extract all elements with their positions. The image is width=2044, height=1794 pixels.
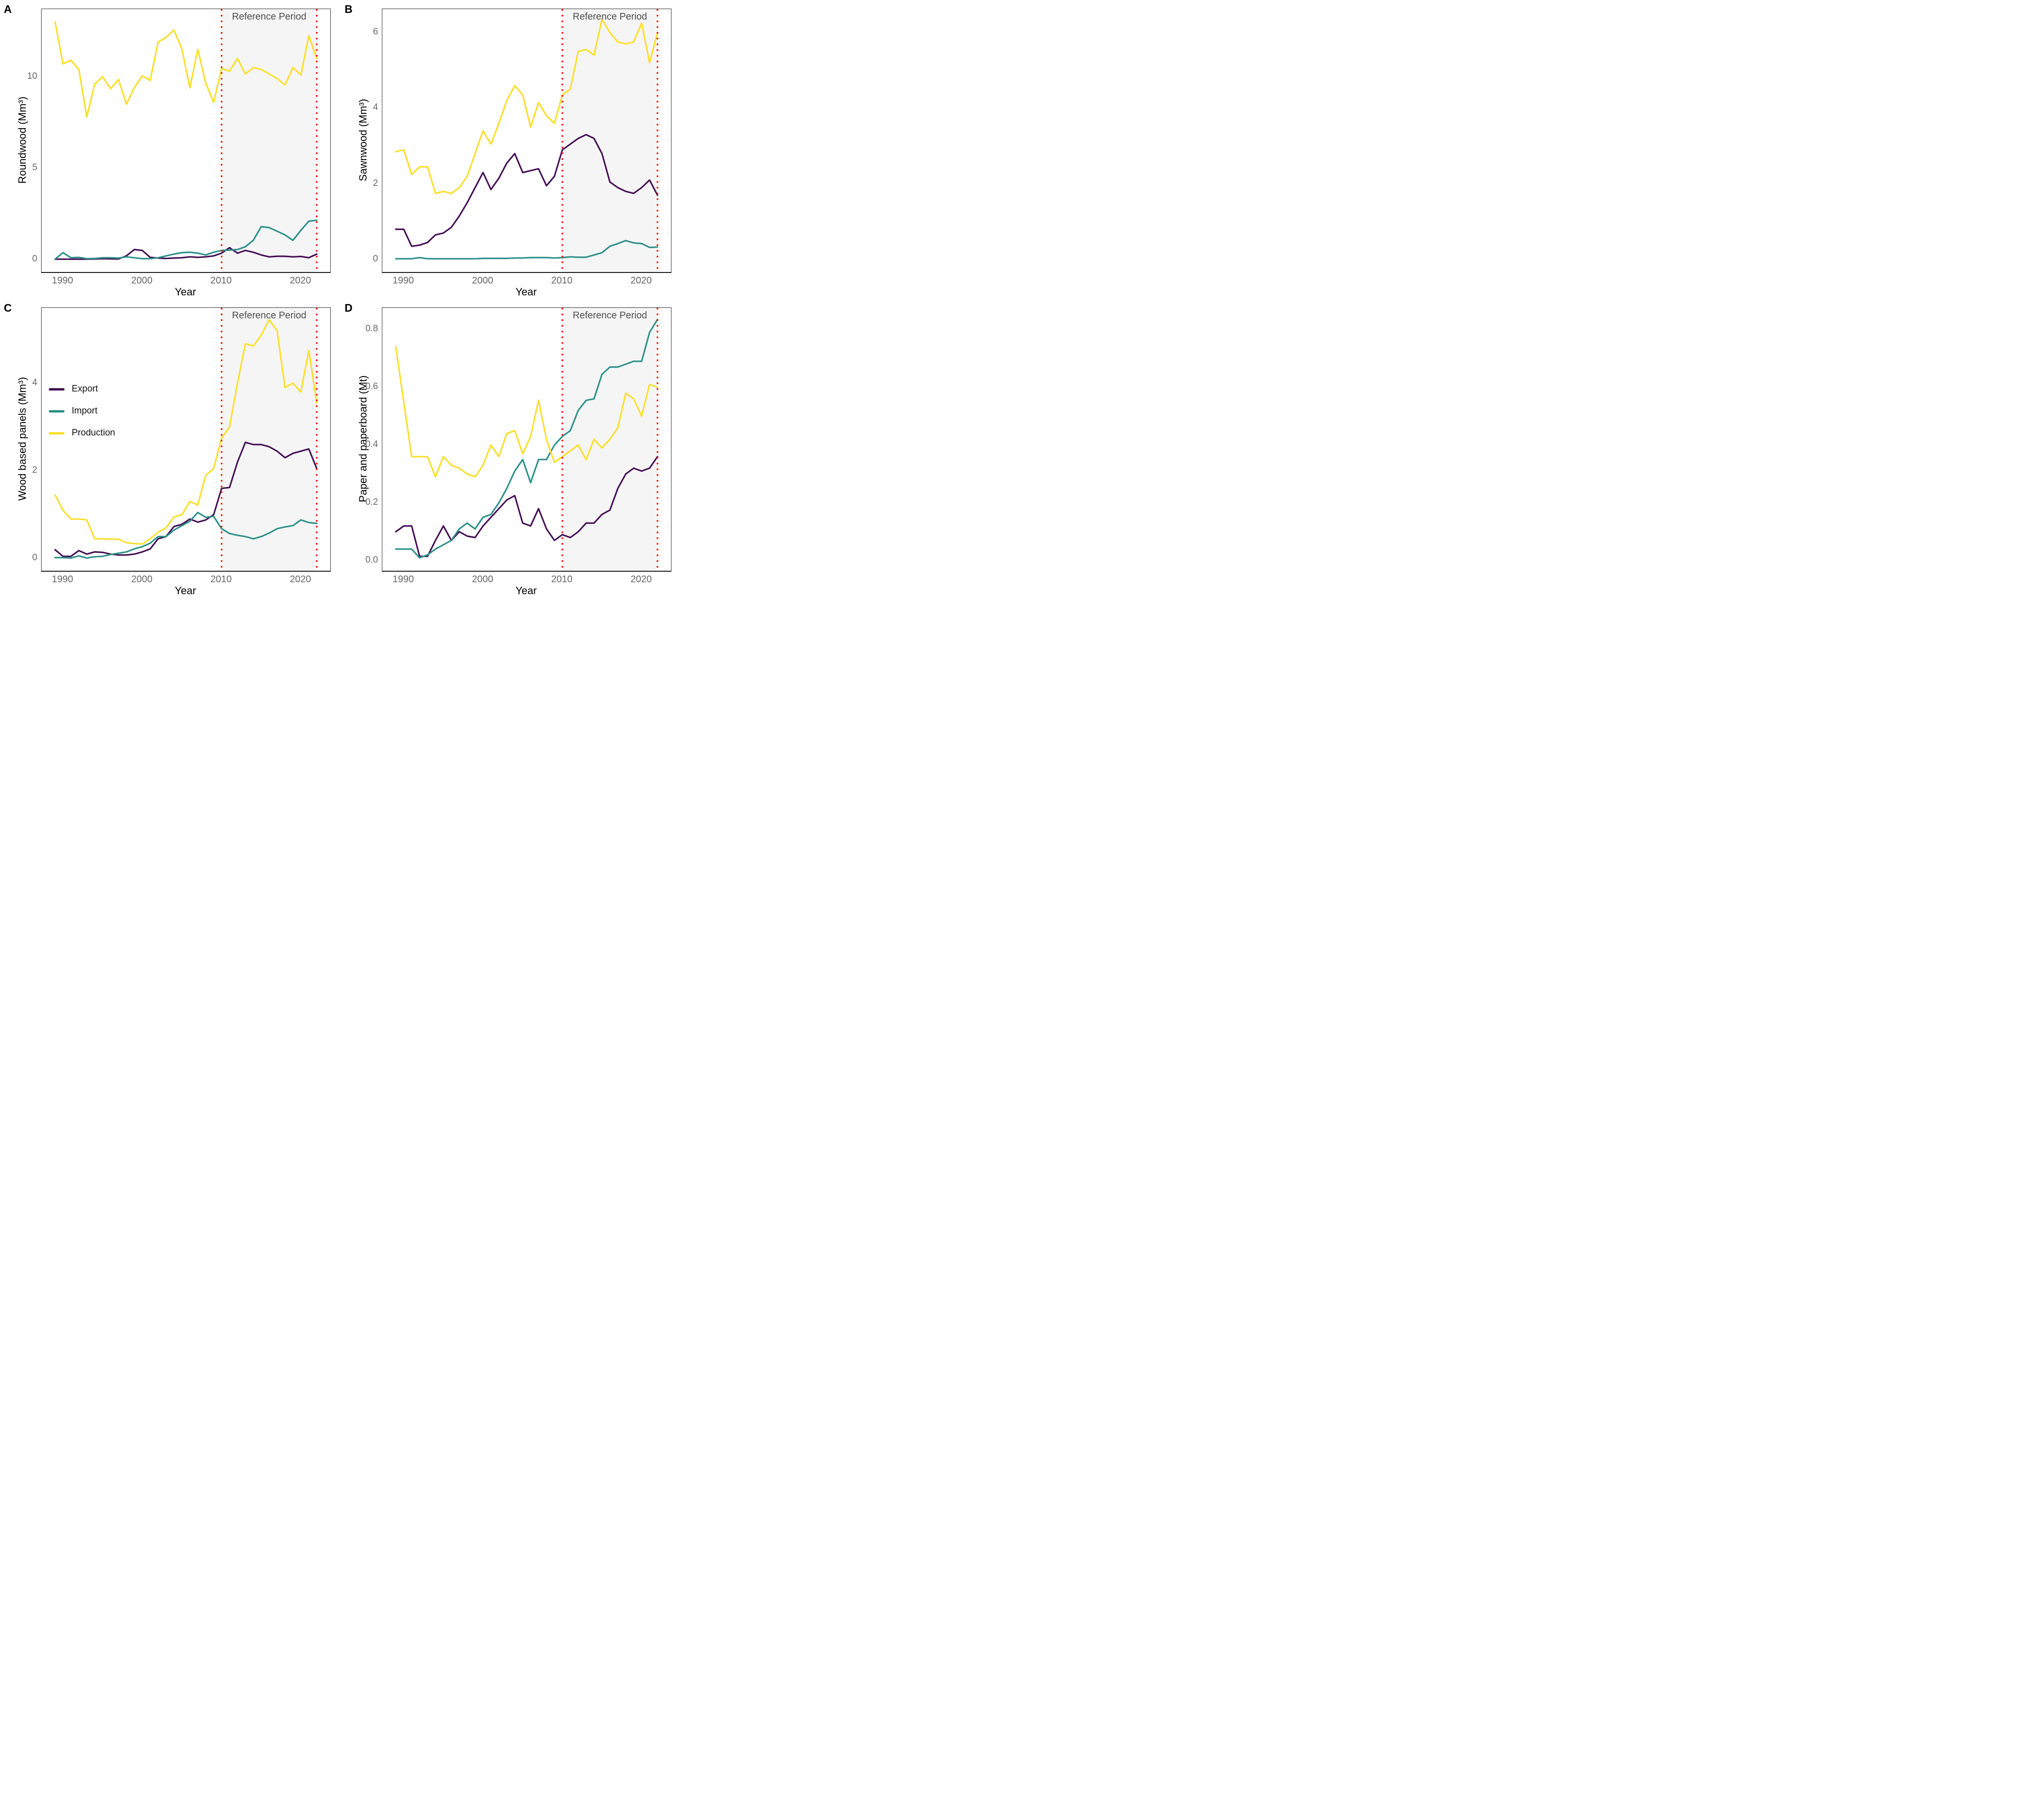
series-line-production — [54, 319, 318, 545]
legend: Export Import Production — [49, 383, 115, 449]
series-line-production — [395, 346, 659, 478]
y-tick-label: 4 — [32, 377, 37, 388]
reference-band — [221, 308, 317, 571]
series-line-import — [54, 219, 318, 260]
x-tick-label: 2000 — [472, 275, 493, 286]
plot-area-c: Reference Period Export Import Productio… — [41, 307, 331, 572]
x-tick-label: 2020 — [290, 574, 311, 585]
y-tick-label: 0.6 — [365, 381, 378, 392]
reference-band — [562, 9, 658, 272]
reference-period-label-b: Reference Period — [573, 11, 648, 22]
legend-swatch-import — [49, 410, 65, 413]
series-line-export — [395, 456, 659, 557]
x-axis-ticks-c: 1990 2000 2010 2020 — [41, 574, 330, 586]
x-axis-title-d: Year — [515, 585, 537, 597]
y-tick-label: 0.8 — [365, 324, 378, 334]
series-line-production — [54, 21, 318, 118]
reference-period-label-c: Reference Period — [232, 310, 307, 321]
y-tick-label: 0 — [32, 553, 37, 563]
y-tick-label: 0.0 — [365, 555, 378, 565]
y-tick-label: 0.4 — [365, 439, 378, 450]
x-tick-label: 2000 — [131, 574, 152, 585]
x-tick-label: 1990 — [392, 275, 414, 286]
legend-swatch-export — [49, 388, 65, 391]
y-tick-label: 2 — [373, 178, 378, 188]
legend-label-export: Export — [72, 384, 98, 394]
y-axis-ticks-b: 0 2 4 6 — [341, 9, 378, 272]
x-axis-ticks-b: 1990 2000 2010 2020 — [382, 275, 671, 287]
x-tick-label: 2020 — [630, 574, 652, 585]
plot-svg-D — [395, 308, 659, 571]
y-tick-label: 0 — [32, 253, 37, 264]
series-line-import — [54, 511, 318, 559]
reference-period-label-a: Reference Period — [232, 11, 307, 22]
x-tick-label: 1990 — [52, 574, 74, 585]
y-axis-ticks-d: 0.0 0.2 0.4 0.6 0.8 — [341, 307, 378, 570]
y-tick-label: 0.2 — [365, 497, 378, 507]
plot-area-b: Reference Period — [382, 9, 671, 273]
x-axis-title-b: Year — [515, 286, 537, 298]
plot-svg-C — [54, 308, 318, 571]
x-tick-label: 2010 — [210, 275, 232, 286]
x-axis-title-c: Year — [174, 585, 196, 597]
series-line-import — [395, 239, 659, 260]
legend-swatch-production — [49, 432, 65, 435]
plot-svg-A — [54, 9, 318, 272]
x-tick-label: 1990 — [52, 275, 74, 286]
series-line-export — [54, 441, 318, 557]
x-tick-label: 2000 — [131, 275, 152, 286]
y-tick-label: 0 — [373, 253, 378, 264]
plot-area-d: Reference Period — [382, 307, 671, 572]
y-tick-label: 4 — [373, 102, 378, 113]
y-axis-ticks-a: 0 5 10 — [0, 9, 37, 272]
four-panel-figure: A Roundwood (Mm³) 0 5 10 Reference Period … — [0, 0, 681, 598]
y-axis-ticks-c: 0 2 4 — [0, 307, 37, 570]
series-line-export — [395, 134, 659, 247]
y-tick-label: 2 — [32, 465, 37, 475]
panel-letter-d: D — [345, 302, 353, 314]
x-axis-ticks-a: 1990 2000 2010 2020 — [41, 275, 330, 287]
reference-band — [221, 9, 317, 272]
x-tick-label: 2000 — [472, 574, 493, 585]
x-axis-title-a: Year — [174, 286, 196, 298]
y-tick-label: 5 — [32, 162, 37, 173]
legend-label-production: Production — [72, 428, 115, 438]
panel-letter-b: B — [345, 3, 353, 15]
reference-period-label-d: Reference Period — [573, 310, 648, 321]
x-tick-label: 2010 — [551, 275, 573, 286]
plot-area-a: Reference Period — [41, 9, 331, 273]
x-tick-label: 2020 — [290, 275, 311, 286]
panel-letter-a: A — [4, 3, 12, 15]
legend-item-production: Production — [49, 427, 115, 439]
legend-item-import: Import — [49, 405, 115, 417]
legend-item-export: Export — [49, 383, 115, 395]
legend-label-import: Import — [72, 406, 97, 416]
x-tick-label: 2010 — [551, 574, 573, 585]
x-tick-label: 2010 — [210, 574, 232, 585]
plot-svg-B — [395, 9, 659, 272]
y-tick-label: 10 — [27, 71, 37, 81]
panel-letter-c: C — [4, 302, 12, 314]
panel-d: D Paper and paperboard (Mt) 0.0 0.2 0.4 0.6… — [341, 299, 681, 598]
x-tick-label: 2020 — [630, 275, 652, 286]
series-line-import — [395, 318, 659, 559]
panel-a: A Roundwood (Mm³) 0 5 10 Reference Period … — [0, 0, 341, 299]
x-axis-ticks-d: 1990 2000 2010 2020 — [382, 574, 671, 586]
y-tick-label: 6 — [373, 27, 378, 37]
x-tick-label: 1990 — [392, 574, 414, 585]
series-line-production — [395, 18, 659, 194]
